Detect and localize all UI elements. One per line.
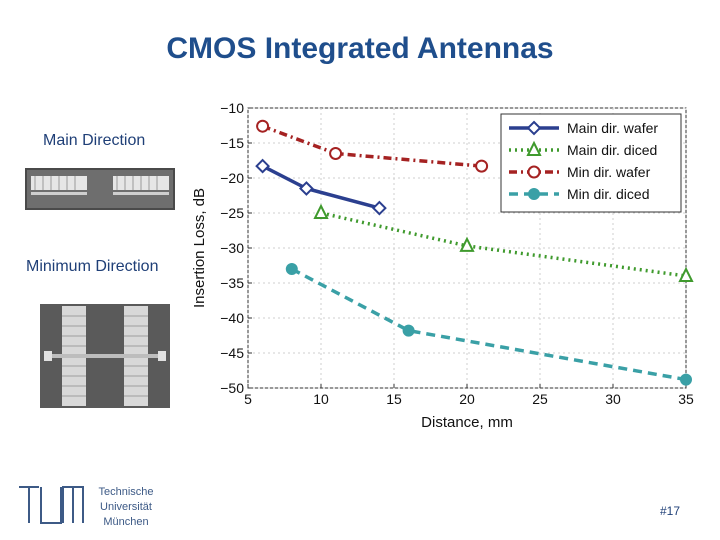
x-tick-label: 20: [459, 391, 475, 407]
x-tick-label: 15: [386, 391, 402, 407]
slide-number: #17: [660, 504, 681, 518]
x-axis-label: Distance, mm: [421, 414, 513, 431]
legend-marker: [526, 140, 542, 156]
university-name-line: Universität: [100, 501, 152, 513]
slide-title: CMOS Integrated Antennas: [166, 32, 554, 65]
minimum-direction-label: Minimum Direction: [26, 258, 159, 275]
university-name: Technische Universität München: [88, 485, 164, 530]
series-line: [290, 267, 687, 382]
data-point: [475, 159, 489, 173]
y-tick-label: −30: [220, 240, 244, 256]
data-point: [298, 181, 314, 196]
y-tick-label: −50: [220, 380, 244, 396]
university-name-line: München: [103, 516, 149, 528]
legend-label: Min dir. diced: [567, 186, 649, 202]
legend-label: Main dir. wafer: [567, 120, 658, 136]
series-group: [255, 119, 694, 386]
y-tick-label: −35: [220, 275, 244, 291]
data-point: [255, 158, 271, 174]
data-point: [329, 147, 343, 160]
x-tick-label: 30: [605, 391, 621, 407]
legend-label: Min dir. wafer: [567, 164, 651, 180]
main-direction-chip-photo: [25, 168, 175, 210]
data-point: [313, 203, 329, 219]
series-line: [320, 211, 687, 278]
tum-logo: [19, 486, 84, 524]
data-point: [678, 266, 694, 282]
y-tick-label: −25: [220, 205, 244, 221]
y-tick-label: −45: [220, 345, 244, 361]
y-tick-label: −15: [220, 135, 244, 151]
y-tick-label: −10: [220, 100, 244, 116]
legend: Main dir. wafer Main dir. diced Min dir. w…: [500, 113, 682, 213]
minimum-direction-chip-photo: [40, 304, 170, 408]
main-direction-label: Main Direction: [43, 132, 146, 149]
x-tick-label: 5: [244, 391, 252, 407]
data-point: [371, 200, 387, 216]
legend-marker: [527, 165, 541, 179]
legend-marker: [526, 120, 542, 136]
x-tick-label: 25: [532, 391, 548, 407]
insertion-loss-chart: 5 10 15 20 25 30 35 −10 −15 −20 −25 −30 −35 −40 −45 −50…: [191, 100, 694, 431]
y-tick-label: −40: [220, 310, 244, 326]
axis-ticks: 5 10 15 20 25 30 35 −10 −15 −20 −25 −30 −35 −40 −45 −50: [220, 100, 694, 407]
data-point: [256, 119, 270, 133]
data-point: [285, 263, 298, 275]
data-point: [402, 324, 415, 337]
legend-marker: [528, 188, 540, 200]
y-axis-label: Insertion Loss, dB: [191, 188, 208, 308]
x-tick-label: 10: [313, 391, 329, 407]
university-name-line: Technische: [98, 486, 154, 498]
x-tick-label: 35: [678, 391, 694, 407]
y-tick-label: −20: [220, 170, 244, 186]
legend-label: Main dir. diced: [567, 142, 657, 158]
data-point: [680, 373, 692, 386]
data-point: [459, 236, 475, 252]
